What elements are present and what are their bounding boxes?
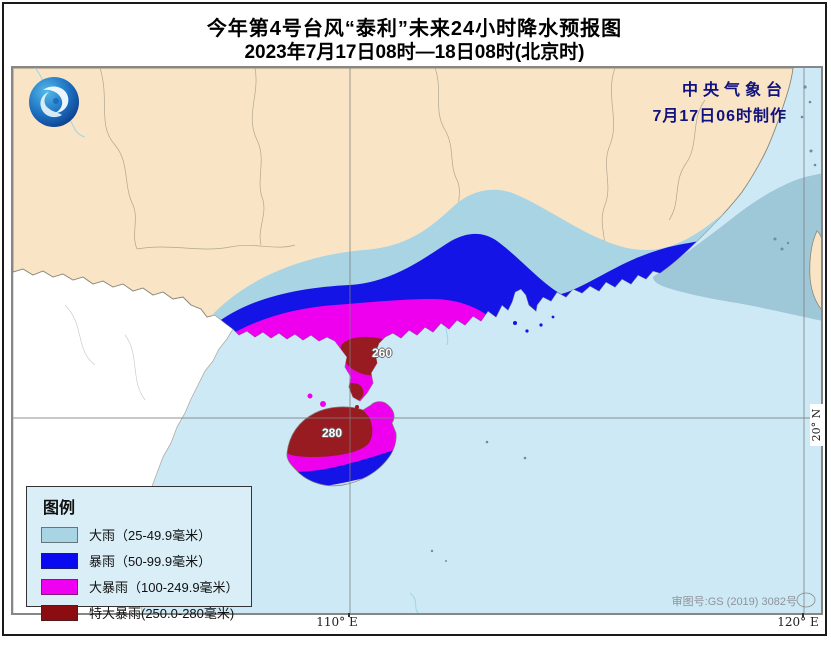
taiwan-sliver [809, 230, 821, 310]
legend-swatch-rainstorm [41, 552, 78, 569]
legend-row-heavy-rainstorm: 大暴雨（100-249.9毫米） [41, 577, 243, 596]
legend: 图例 大雨（25-49.9毫米） 暴雨（50-99.9毫米） 大暴雨（100-2… [26, 486, 252, 621]
legend-row-severe-rainstorm: 特大暴雨(250.0-280毫米) [41, 603, 243, 622]
legend-row-rainstorm: 暴雨（50-99.9毫米） [41, 551, 243, 570]
agency-block: 中央气象台 7月17日06时制作 [653, 76, 788, 126]
province-borders [99, 68, 706, 258]
lon-label-110e: 110° E [316, 615, 358, 629]
legend-swatch-heavy-rainstorm [41, 578, 78, 595]
legend-label-rainstorm: 暴雨（50-99.9毫米） [89, 554, 212, 569]
map-review-number: 审图号:GS (2019) 3082号 [671, 596, 797, 608]
legend-title: 图例 [43, 500, 76, 517]
rain-band-light-over-sea [653, 173, 821, 321]
legend-label-severe-rainstorm: 特大暴雨(250.0-280毫米) [89, 606, 235, 621]
tick-120e [802, 613, 804, 617]
legend-label-heavy-rain: 大雨（25-49.9毫米） [89, 528, 212, 543]
lon-label-120e: 120° E [777, 615, 819, 629]
lat-label-20n: 20° N [810, 404, 824, 446]
cma-logo [26, 74, 82, 130]
contour-label-280: 280 [321, 426, 343, 440]
map-subtitle: 2023年7月17日08时—18日08时(北京时) [244, 42, 585, 63]
legend-row-heavy-rain: 大雨（25-49.9毫米） [41, 525, 243, 544]
graticule [13, 68, 821, 613]
outside-borders [64, 304, 146, 401]
legend-swatch-heavy-rain [41, 526, 78, 543]
page-frame: 今年第4号台风“泰利”未来24小时降水预报图 2023年7月17日08时—18日… [2, 2, 827, 636]
map-canvas [13, 68, 821, 613]
forecast-map [11, 66, 823, 615]
contour-label-260: 260 [371, 346, 393, 360]
island-outline-bottom-right [796, 592, 816, 608]
hainan-coastline [286, 401, 397, 487]
legend-swatch-severe-rainstorm [41, 604, 78, 621]
map-title: 今年第4号台风“泰利”未来24小时降水预报图 [206, 18, 623, 40]
tick-110e [348, 613, 350, 617]
agency-issue-time: 7月17日06时制作 [652, 108, 787, 125]
legend-label-heavy-rainstorm: 大暴雨（100-249.9毫米） [89, 580, 239, 595]
agency-name: 中央气象台 [681, 82, 787, 99]
